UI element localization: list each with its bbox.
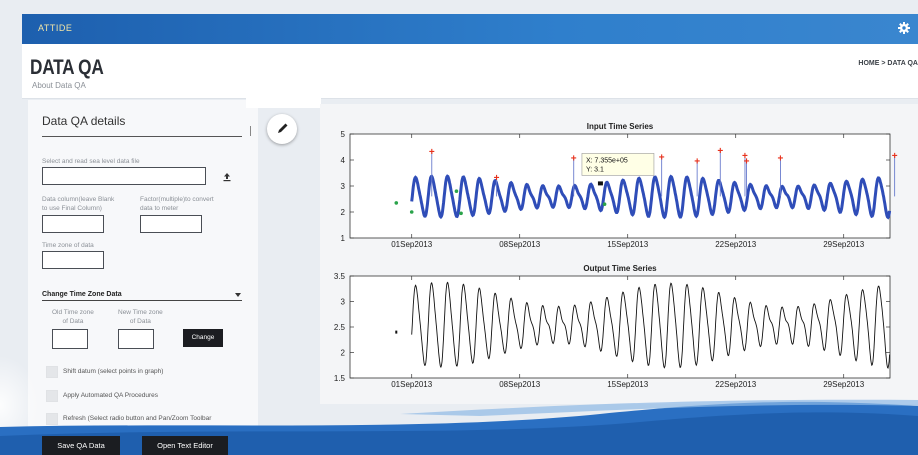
x-tick-label: 15Sep2013 <box>607 240 648 249</box>
change-button[interactable]: Change <box>183 329 223 347</box>
file-input[interactable] <box>42 167 206 185</box>
checkbox-label: Refresh (Select radio button and Pan/Zoo… <box>63 415 212 422</box>
section-title[interactable]: Change Time Zone Data <box>42 291 122 298</box>
spike-marker: + <box>717 146 723 157</box>
data-column-label: Data column(leave Blank to use Final Colu… <box>42 196 115 212</box>
x-tick-label: 29Sep2013 <box>823 240 864 249</box>
spike-marker: + <box>429 147 435 158</box>
data-column-input[interactable] <box>42 215 104 233</box>
x-tick-label: 08Sep2013 <box>499 240 540 249</box>
y-tick-label: 2 <box>341 208 346 217</box>
chevron-down-icon[interactable] <box>235 293 241 297</box>
automated-qa-checkbox[interactable] <box>46 390 58 402</box>
checkbox-label: Apply Automated QA Procedures <box>63 392 159 399</box>
factor-input[interactable] <box>140 215 202 233</box>
y-tick-label: 3.5 <box>334 272 346 281</box>
qa-details-panel: Data QA details Select and read sea leve… <box>28 100 258 430</box>
series-line <box>410 174 892 220</box>
chart-title: Output Time Series <box>583 264 657 273</box>
toolbar-tab <box>246 98 321 108</box>
save-qa-button[interactable]: Save QA Data <box>42 436 120 455</box>
divider <box>250 126 251 136</box>
annotation-box <box>581 153 655 176</box>
footer-wave <box>0 399 918 455</box>
x-tick-label: 15Sep2013 <box>607 380 648 389</box>
timezone-input[interactable] <box>42 251 104 269</box>
y-tick-label: 1 <box>341 234 346 243</box>
x-tick-label: 22Sep2013 <box>715 240 756 249</box>
y-tick-label: 5 <box>341 130 346 139</box>
x-tick-label: 22Sep2013 <box>715 380 756 389</box>
spike-marker: + <box>744 156 750 167</box>
refresh-checkbox[interactable] <box>46 413 58 425</box>
new-tz-label: New Time zone of Data <box>118 309 163 325</box>
chart-title: Input Time Series <box>587 122 654 131</box>
file-label: Select and read sea level data file <box>42 158 140 165</box>
page-subtitle[interactable]: About Data QA <box>32 81 86 90</box>
old-tz-input[interactable] <box>52 329 88 349</box>
charts-svg[interactable]: Input Time Series 1 2 3 4 5 01Sep2013 08Sep2013… <box>320 104 918 404</box>
app-brand[interactable]: ATTIDE <box>38 23 73 33</box>
series-line <box>411 281 891 369</box>
divider <box>42 136 242 137</box>
annotation-text: X: 7.355e+05 <box>586 157 628 164</box>
x-tick-label: 01Sep2013 <box>391 240 432 249</box>
page-header: DATA QA About Data QA HOME > DATA QA <box>22 44 918 99</box>
spike-marker: + <box>571 154 577 165</box>
gear-icon[interactable] <box>896 20 912 36</box>
y-tick-label: 2.5 <box>334 323 346 332</box>
spike-marker: + <box>494 173 500 184</box>
new-tz-input[interactable] <box>118 329 154 349</box>
spike-marker: + <box>742 151 748 162</box>
checkbox-label: Shift datum (select points in graph) <box>63 368 164 375</box>
edit-button[interactable] <box>267 114 297 144</box>
breadcrumb[interactable]: HOME > DATA QA <box>858 60 918 67</box>
annotation-text: Y: 3.1 <box>586 166 604 173</box>
factor-label: Factor(multiple)to convert data to meter <box>140 196 214 212</box>
open-editor-button[interactable]: Open Text Editor <box>142 436 228 455</box>
page-title: DATA QA <box>30 56 104 79</box>
divider <box>42 300 242 301</box>
annotation-point <box>597 181 603 186</box>
pencil-icon <box>278 123 288 133</box>
y-tick-label: 4 <box>341 156 346 165</box>
upload-icon[interactable] <box>222 172 232 182</box>
shift-datum-checkbox[interactable] <box>46 366 58 378</box>
y-tick-label: 2 <box>341 349 346 358</box>
green-marker <box>459 211 463 216</box>
y-tick-label: 1.5 <box>334 374 346 383</box>
y-tick-label: 3 <box>341 298 346 307</box>
spike-marker: + <box>694 156 700 167</box>
chart-area: Input Time Series 1 2 3 4 5 01Sep2013 08Sep2013… <box>320 104 918 404</box>
x-tick-label: 08Sep2013 <box>499 380 540 389</box>
green-marker <box>454 189 459 193</box>
isolated-point <box>395 330 398 334</box>
spike-marker: + <box>892 151 898 162</box>
spike-marker: + <box>659 152 665 163</box>
green-marker <box>409 210 414 214</box>
y-tick-label: 3 <box>341 182 346 191</box>
old-tz-label: Old Time zone of Data <box>52 309 94 325</box>
panel-title: Data QA details <box>42 114 126 128</box>
green-marker <box>602 202 607 206</box>
spike-marker: + <box>778 154 784 165</box>
timezone-label: Time zone of data <box>42 242 94 249</box>
x-tick-label: 01Sep2013 <box>391 380 432 389</box>
top-navbar: ATTIDE <box>22 14 918 44</box>
green-marker <box>394 201 399 205</box>
x-tick-label: 29Sep2013 <box>823 380 864 389</box>
